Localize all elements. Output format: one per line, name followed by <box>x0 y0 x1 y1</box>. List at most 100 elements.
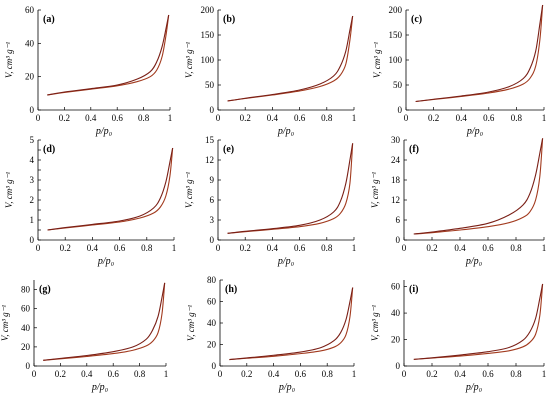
x-tick-label: 0 <box>402 369 407 379</box>
y-axis-label: V, cm³ g⁻¹ <box>184 172 194 209</box>
adsorption-branch <box>415 4 544 103</box>
x-axis-label: p/p₀ <box>95 126 113 137</box>
y-tick-label: 0 <box>26 361 31 371</box>
y-axis-label: V, cm³ g⁻¹ <box>4 42 14 79</box>
y-tick-label: 20 <box>25 72 35 82</box>
x-tick-label: 0.4 <box>268 369 280 379</box>
x-tick-label: 0.8 <box>511 113 523 123</box>
x-tick-label: 0.8 <box>134 369 146 379</box>
y-tick-label: 150 <box>201 30 215 40</box>
x-tick-label: 0.2 <box>60 243 71 253</box>
y-tick-label: 40 <box>21 323 31 333</box>
y-tick-label: 100 <box>201 55 215 65</box>
y-tick-label: 12 <box>205 155 214 165</box>
x-tick-label: 0.4 <box>267 113 279 123</box>
x-tick-label: 0 <box>36 243 41 253</box>
y-tick-label: 20 <box>21 342 31 352</box>
x-axis-label: p/p₀ <box>277 126 295 137</box>
y-tick-label: 0 <box>30 105 35 115</box>
x-tick-label: 0.8 <box>138 113 150 123</box>
desorption-branch <box>229 287 354 361</box>
x-axis-label: p/p₀ <box>277 256 295 267</box>
adsorption-branch <box>413 283 544 360</box>
adsorption-branch <box>413 138 544 235</box>
y-axis-label: V, cm³ g⁻¹ <box>4 172 14 209</box>
panel-label: (d) <box>43 144 55 155</box>
adsorption-branch <box>229 287 354 361</box>
y-tick-label: 60 <box>391 282 401 292</box>
y-tick-label: 2 <box>30 195 35 205</box>
y-tick-label: 150 <box>389 30 403 40</box>
x-tick-label: 0 <box>32 369 37 379</box>
x-axis-label: p/p₀ <box>465 256 483 267</box>
x-tick-label: 0.2 <box>241 369 252 379</box>
x-tick-label: 1 <box>352 243 357 253</box>
panel-a: 0 0.2 0.4 0.6 0.8 1 0 20 40 60 (a) V, cm³ g⁻¹ p/p₀ <box>4 5 172 137</box>
y-axis-label: V, cm³ g⁻¹ <box>372 42 382 79</box>
y-tick-label: 15 <box>205 135 215 145</box>
x-tick-label: 0.4 <box>454 369 466 379</box>
panel-label: (i) <box>409 284 418 295</box>
y-axis-label: V, cm³ g⁻¹ <box>184 42 194 79</box>
x-tick-label: 0.2 <box>240 113 251 123</box>
y-tick-label: 40 <box>25 38 35 48</box>
x-tick-label: 1 <box>168 113 173 123</box>
desorption-branch <box>413 138 544 235</box>
x-tick-label: 0.8 <box>510 243 522 253</box>
y-tick-label: 4 <box>30 155 35 165</box>
x-tick-label: 0.2 <box>59 113 70 123</box>
x-tick-label: 0.6 <box>483 113 495 123</box>
adsorption-branch <box>47 147 174 231</box>
adsorption-branch <box>227 143 354 234</box>
x-tick-label: 0 <box>402 243 407 253</box>
x-tick-label: 0.2 <box>428 113 439 123</box>
x-tick-label: 1 <box>352 113 357 123</box>
panel-e: 0 0.2 0.4 0.6 0.8 1 0 3 6 9 12 15 (e) V, cm³ g⁻¹ p/p₀ <box>184 135 356 267</box>
y-tick-label: 200 <box>389 5 403 15</box>
x-tick-label: 0.6 <box>108 369 120 379</box>
panel-label: (b) <box>223 14 235 25</box>
x-tick-label: 0 <box>216 113 221 123</box>
x-tick-label: 0 <box>218 369 223 379</box>
y-tick-label: 60 <box>25 5 35 15</box>
y-tick-label: 100 <box>389 55 403 65</box>
x-tick-label: 0.6 <box>112 113 124 123</box>
x-tick-label: 1 <box>164 369 169 379</box>
x-tick-label: 0.6 <box>482 369 494 379</box>
x-tick-label: 0.8 <box>510 369 522 379</box>
panel-label: (h) <box>225 284 237 295</box>
x-tick-label: 1 <box>172 243 177 253</box>
y-tick-label: 0 <box>30 235 35 245</box>
y-tick-label: 50 <box>393 80 403 90</box>
y-axis-label: V, cm³ g⁻¹ <box>370 305 380 342</box>
y-tick-label: 60 <box>21 304 31 314</box>
y-axis-label: V, cm³ g⁻¹ <box>0 305 10 342</box>
desorption-branch <box>43 282 166 361</box>
x-axis-label: p/p₀ <box>465 382 483 393</box>
x-tick-label: 1 <box>542 113 547 123</box>
y-axis-label: V, cm³ g⁻¹ <box>370 172 380 209</box>
x-axis-label: p/p₀ <box>278 382 296 393</box>
desorption-branch <box>47 147 174 231</box>
y-tick-label: 1 <box>30 215 35 225</box>
y-tick-label: 24 <box>391 155 401 165</box>
panel-g: 0 0.2 0.4 0.6 0.8 1 0 20 40 60 80 (g) V, cm³ g⁻¹ p/p₀ <box>0 280 168 393</box>
desorption-branch <box>415 4 544 103</box>
desorption-branch <box>227 15 354 102</box>
desorption-branch <box>227 143 354 234</box>
y-tick-label: 30 <box>391 135 401 145</box>
panel-c: 0 0.2 0.4 0.6 0.8 1 0 50 100 150 200 (c) V, cm³ g⁻¹ p… <box>372 4 547 137</box>
x-axis-label: p/p₀ <box>91 382 109 393</box>
y-tick-label: 60 <box>207 297 217 307</box>
y-tick-label: 6 <box>210 195 215 205</box>
panel-label: (e) <box>223 144 234 155</box>
y-tick-label: 12 <box>391 195 400 205</box>
x-tick-label: 0 <box>404 113 409 123</box>
x-tick-label: 0.2 <box>240 243 251 253</box>
x-tick-label: 0.4 <box>456 113 468 123</box>
desorption-branch <box>413 283 544 360</box>
y-tick-label: 3 <box>210 215 215 225</box>
x-axis-label: p/p₀ <box>466 126 484 137</box>
x-tick-label: 0.6 <box>114 243 126 253</box>
